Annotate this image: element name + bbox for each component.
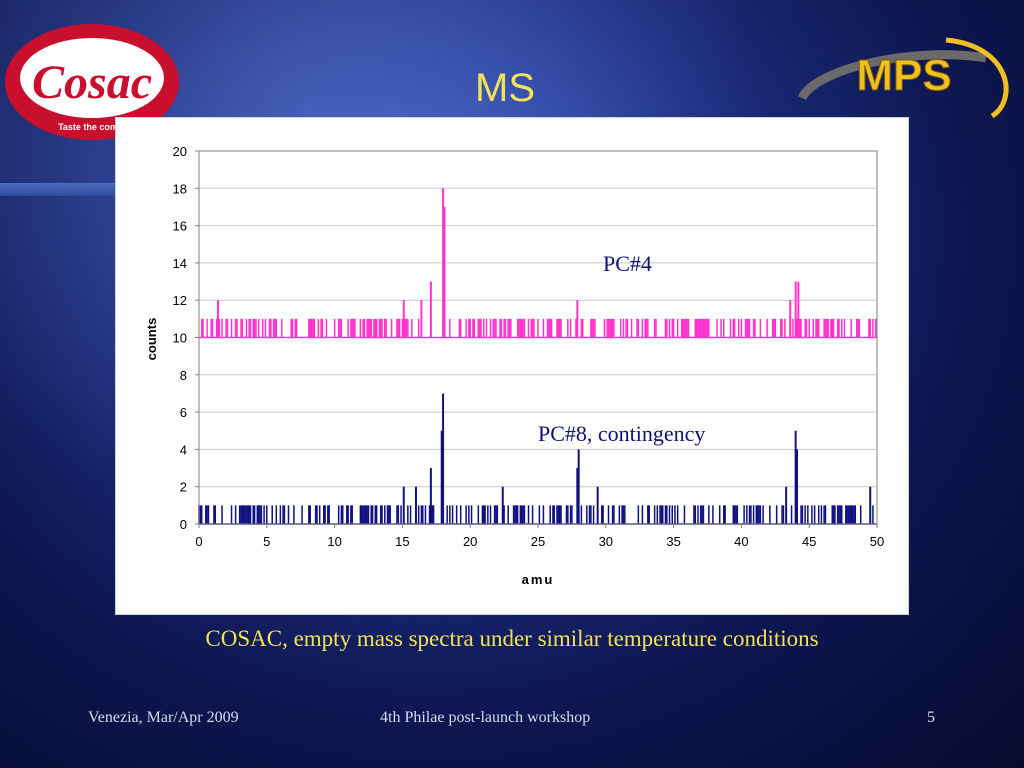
x-tick-label: 5 — [263, 534, 270, 549]
x-tick-label: 40 — [734, 534, 748, 549]
x-tick-label: 10 — [327, 534, 341, 549]
y-tick-label: 16 — [173, 219, 187, 234]
cosac-logo-tagline: Taste the com — [58, 122, 118, 132]
x-tick-label: 50 — [870, 534, 884, 549]
x-tick-label: 15 — [395, 534, 409, 549]
y-tick-label: 2 — [180, 480, 187, 495]
x-axis-label: amu — [522, 572, 555, 587]
legend-pc4: PC#4 — [603, 251, 652, 276]
legend-pc8: PC#8, contingency — [538, 421, 705, 446]
y-tick-label: 6 — [180, 405, 187, 420]
chart-svg: 0 2 4 6 8 10 12 14 16 18 20 0 5 10 15 20 25 30 35 40 45 50 am… — [144, 144, 884, 587]
y-tick-label: 20 — [173, 144, 187, 159]
y-tick-label: 18 — [173, 181, 187, 196]
mass-spectrum-chart: 0 2 4 6 8 10 12 14 16 18 20 0 5 10 15 20 25 30 35 40 45 50 am… — [115, 117, 909, 615]
mps-logo-text: MPS — [856, 51, 951, 100]
y-tick-label: 0 — [180, 517, 187, 532]
y-tick-label: 12 — [173, 293, 187, 308]
x-tick-label: 25 — [531, 534, 545, 549]
y-axis-label: counts — [144, 318, 159, 361]
y-tick-label: 14 — [173, 256, 187, 271]
mps-logo: MPS — [797, 37, 1009, 119]
series-pc4 — [199, 188, 877, 339]
cosac-logo: Cosac Taste the com — [5, 24, 179, 140]
footer-location-date: Venezia, Mar/Apr 2009 — [88, 709, 239, 726]
y-tick-label: 10 — [173, 331, 187, 346]
y-tick-label: 8 — [180, 368, 187, 383]
x-tick-label: 35 — [666, 534, 680, 549]
cosac-logo-text: Cosac — [32, 56, 152, 109]
y-tick-label: 4 — [180, 442, 187, 457]
decorative-streak — [0, 183, 118, 196]
series-pc8 — [198, 393, 877, 525]
x-tick-label: 45 — [802, 534, 816, 549]
slide-number: 5 — [927, 709, 935, 726]
slide-title: MS — [475, 66, 535, 110]
footer-event: 4th Philae post-launch workshop — [380, 709, 591, 726]
x-tick-label: 30 — [599, 534, 613, 549]
x-tick-label: 20 — [463, 534, 477, 549]
x-tick-label: 0 — [195, 534, 202, 549]
slide-caption: COSAC, empty mass spectra under similar … — [205, 626, 819, 651]
